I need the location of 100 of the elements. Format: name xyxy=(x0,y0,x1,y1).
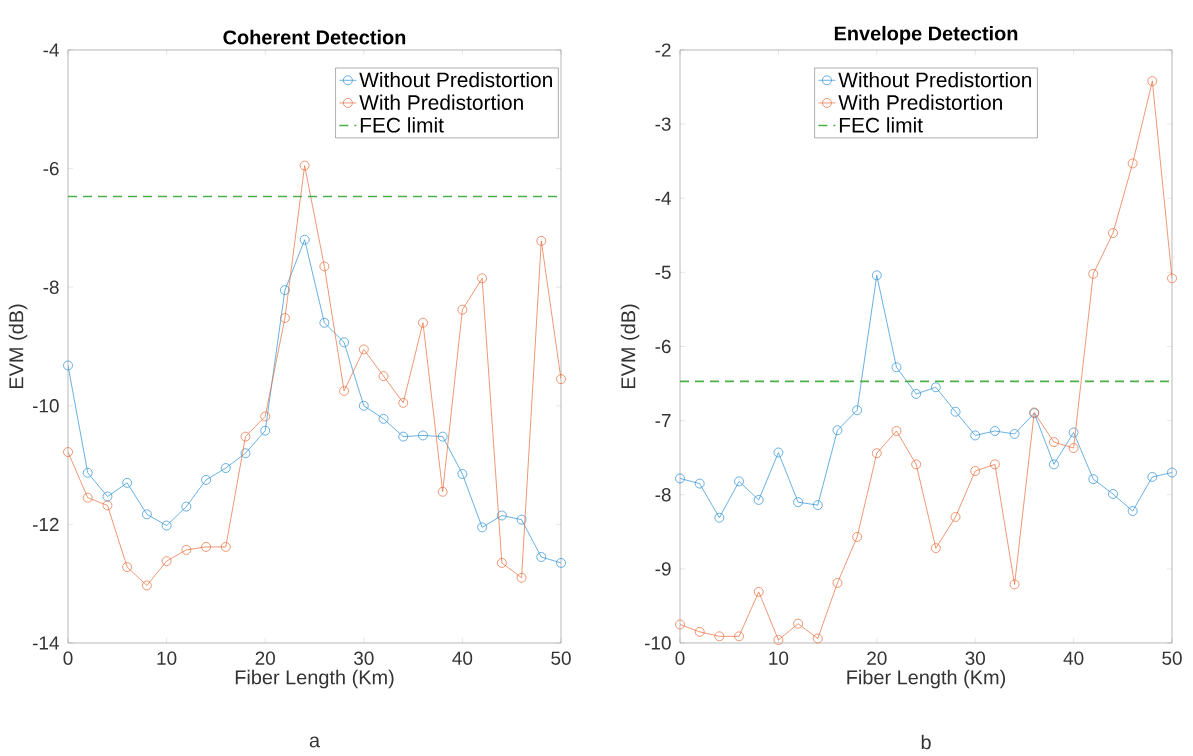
point xyxy=(437,431,448,442)
point xyxy=(1147,472,1158,482)
point xyxy=(1068,443,1079,453)
point xyxy=(161,556,172,566)
y-tick-label: -7 xyxy=(655,414,671,428)
point xyxy=(773,635,784,645)
y-tick-label: -14 xyxy=(32,636,59,650)
point xyxy=(319,261,330,272)
point xyxy=(1049,437,1059,447)
x-tick-label: 20 xyxy=(255,651,275,665)
legend-label: FEC limit xyxy=(839,117,923,133)
point xyxy=(319,317,330,328)
y-tick-label: -3 xyxy=(655,117,671,131)
point xyxy=(536,236,547,246)
point xyxy=(931,543,941,553)
y-axis-title: EVM (dB) xyxy=(620,304,640,389)
point xyxy=(418,317,428,328)
point xyxy=(970,430,981,441)
legend-label: With Predistortion xyxy=(838,94,1002,110)
y-tick-label: -6 xyxy=(43,161,59,176)
point xyxy=(339,337,349,348)
point xyxy=(714,512,725,523)
y-axis-title: EVM (dB) xyxy=(8,304,28,389)
point xyxy=(1127,158,1138,169)
text: a xyxy=(309,736,321,748)
point xyxy=(1068,427,1079,438)
text: b xyxy=(921,734,931,750)
point xyxy=(260,411,271,422)
point xyxy=(950,406,961,417)
y-tick-label: -12 xyxy=(32,517,59,531)
point xyxy=(398,397,409,408)
point xyxy=(694,478,705,489)
point xyxy=(931,382,941,393)
point xyxy=(1009,579,1020,590)
point xyxy=(142,509,152,520)
point xyxy=(398,431,409,442)
y-tick-label: -10 xyxy=(32,399,59,413)
chart-title: Envelope Detection xyxy=(834,25,1018,45)
point xyxy=(220,542,231,552)
point xyxy=(832,578,843,588)
point xyxy=(793,618,803,629)
point xyxy=(734,631,744,642)
point xyxy=(477,273,487,284)
point xyxy=(556,558,566,568)
legend-label: Without Predistortion xyxy=(359,71,552,88)
x-tick-label: 40 xyxy=(452,651,473,665)
x-tick-label: 30 xyxy=(965,651,985,665)
point xyxy=(832,425,843,436)
chart-title: Coherent Detection xyxy=(223,29,406,45)
point xyxy=(536,552,547,562)
point xyxy=(339,386,349,396)
point xyxy=(358,400,369,411)
point xyxy=(142,580,152,591)
point xyxy=(299,234,310,245)
y-tick-label: -9 xyxy=(655,562,671,576)
point xyxy=(457,304,468,315)
point xyxy=(280,285,290,295)
point xyxy=(122,478,133,488)
point xyxy=(516,572,527,583)
point xyxy=(753,495,764,505)
point xyxy=(260,425,271,436)
y-tick-label: -2 xyxy=(655,43,671,57)
point xyxy=(950,512,961,522)
point xyxy=(1108,228,1118,238)
point xyxy=(891,426,902,436)
point xyxy=(990,426,1000,436)
point xyxy=(852,532,862,542)
point xyxy=(812,500,823,510)
point xyxy=(556,374,566,384)
legend-label: Without Predistortion xyxy=(838,71,1032,88)
point xyxy=(240,431,251,442)
point xyxy=(299,160,310,171)
point xyxy=(714,631,725,642)
point xyxy=(773,447,784,458)
point xyxy=(694,627,705,637)
point xyxy=(82,467,93,478)
point xyxy=(1167,467,1177,478)
x-tick-label: 50 xyxy=(551,651,571,665)
point xyxy=(378,413,389,424)
point xyxy=(1009,429,1020,439)
point xyxy=(734,476,744,487)
x-tick-label: 0 xyxy=(675,651,685,665)
y-tick-label: -4 xyxy=(43,43,59,57)
point xyxy=(63,360,73,371)
x-axis-title: Fiber Length (Km) xyxy=(235,669,394,689)
point xyxy=(1049,459,1059,470)
point xyxy=(753,586,764,597)
point xyxy=(437,486,448,497)
point xyxy=(970,466,981,476)
y-tick-label: -8 xyxy=(43,280,59,294)
point xyxy=(891,362,902,373)
point xyxy=(1127,506,1138,516)
point xyxy=(852,405,862,416)
point xyxy=(793,497,803,507)
legend-label: FEC limit xyxy=(360,117,444,133)
y-tick-label: -10 xyxy=(644,636,671,650)
x-tick-label: 0 xyxy=(63,651,73,665)
point xyxy=(102,500,113,511)
y-tick-label: -4 xyxy=(655,191,671,205)
point xyxy=(516,514,527,525)
